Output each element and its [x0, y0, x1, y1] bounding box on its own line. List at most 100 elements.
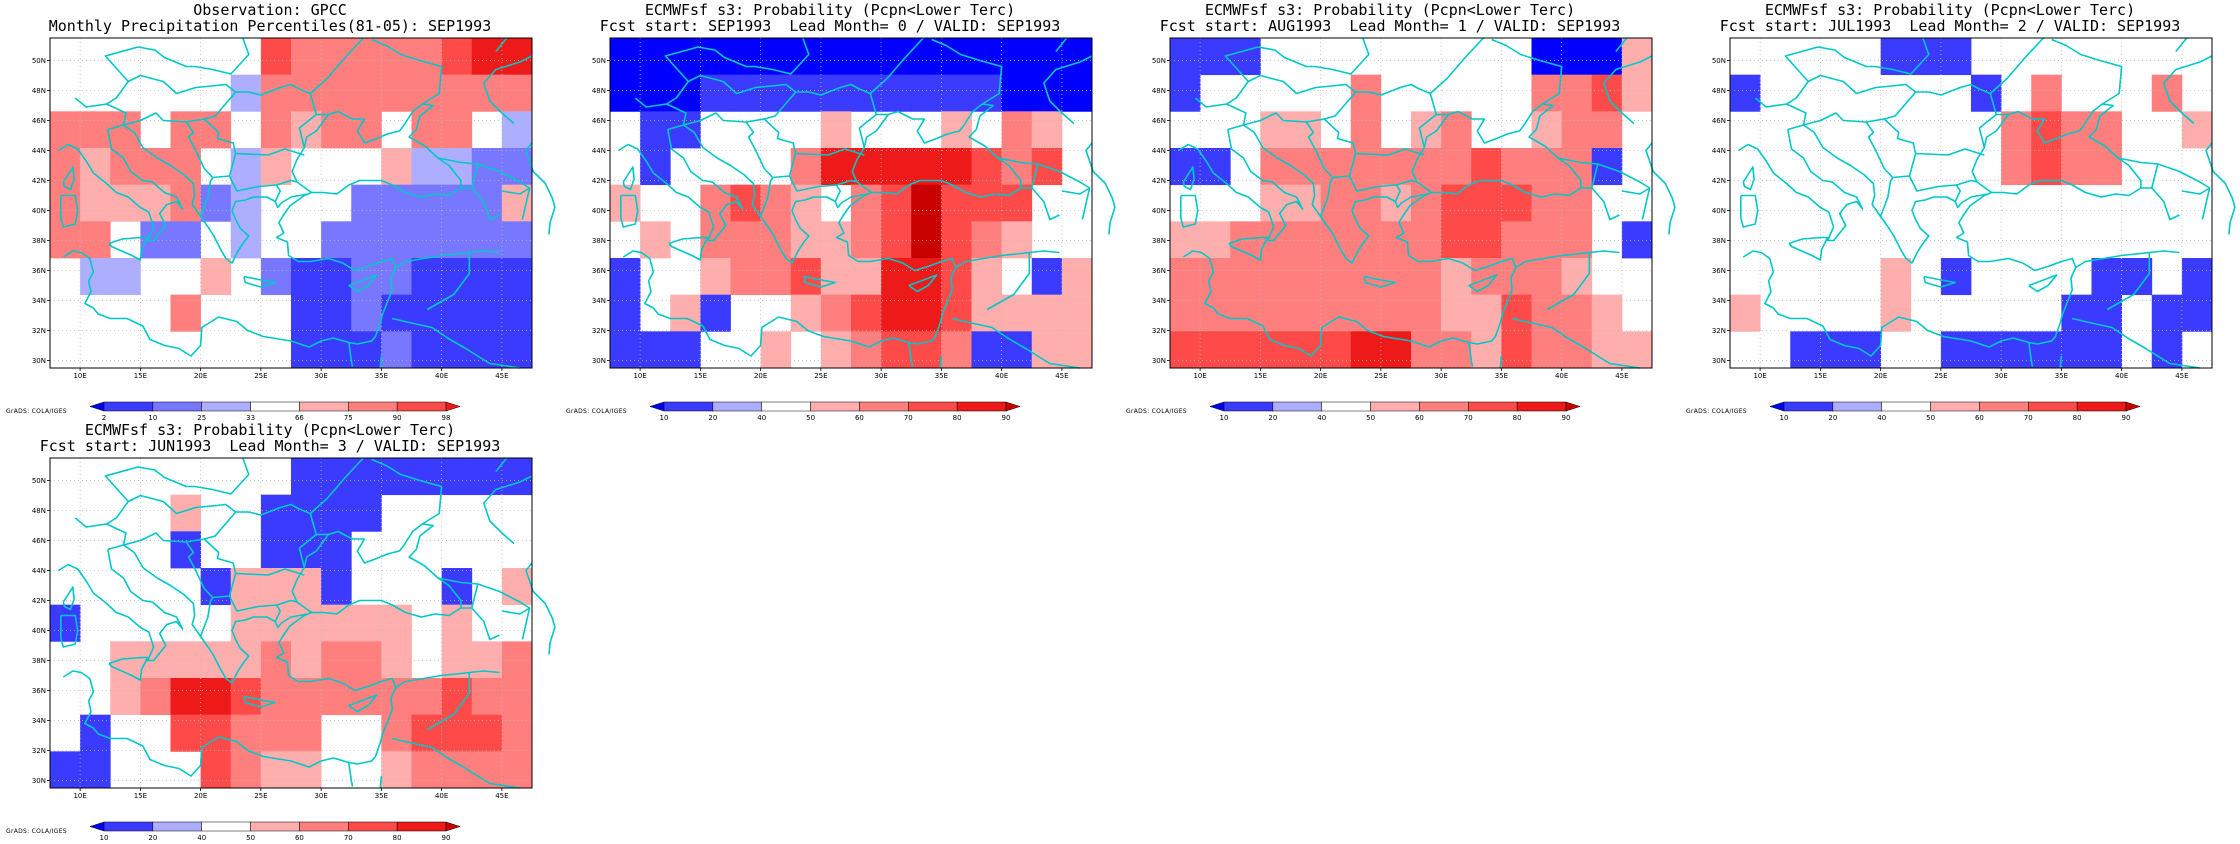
panel-subtitle: Fcst start: SEP1993 Lead Month= 0 / VALI…	[599, 17, 1061, 35]
lat-tick-label: 48N	[1712, 87, 1726, 95]
colorbar-swatch	[1565, 401, 1581, 412]
probability-map[interactable]: 30N 32N 34N 36N 38N 40N 42N 44N 46N 48N 50N 10E 15E 2…	[1702, 37, 2236, 382]
grid-cell	[881, 258, 912, 296]
colorbar-label: 10	[100, 834, 109, 842]
grid-cell	[1471, 148, 1502, 186]
lon-tick-label: 20E	[754, 372, 767, 380]
lat-tick-label: 34N	[32, 297, 46, 305]
grid-cell	[291, 751, 322, 789]
coastline	[2106, 252, 2151, 311]
colorbar-label: 60	[1975, 414, 1984, 422]
probability-map[interactable]: 30N 32N 34N 36N 38N 40N 42N 44N 46N 48N 50N 10E 15E 2…	[1142, 37, 1676, 382]
coastline	[1603, 55, 1653, 125]
grid-cell	[730, 184, 762, 222]
coastline	[495, 37, 508, 52]
grid-cell	[1031, 111, 1063, 149]
coastline	[2140, 187, 2180, 221]
coastline	[309, 457, 364, 515]
grid-cell	[381, 184, 412, 222]
grid-cell	[881, 184, 912, 222]
coastline	[851, 103, 1022, 198]
coastline	[1194, 97, 1247, 126]
grid-cell	[381, 258, 412, 296]
lat-tick-label: 36N	[1152, 267, 1166, 275]
grid-cell	[1940, 38, 1972, 76]
coastline	[668, 236, 709, 261]
grid-cell	[110, 258, 141, 296]
grid-cell	[260, 641, 292, 679]
grid-cell	[851, 258, 882, 296]
coastline	[2075, 250, 2180, 269]
lat-tick-label: 44N	[1152, 147, 1166, 155]
coastline	[62, 544, 397, 777]
grid-cell	[351, 458, 382, 496]
coastline	[1243, 112, 1357, 179]
colorbar-label: 40	[1317, 414, 1326, 422]
coastline	[1085, 142, 1116, 235]
grid-cell	[941, 111, 972, 149]
colorbar-swatch	[1783, 401, 1834, 412]
coastline	[1061, 187, 1091, 220]
grid-cell	[170, 714, 202, 752]
colorbar-swatch	[1419, 401, 1469, 412]
coastline	[1491, 38, 1563, 105]
grid-cell	[321, 221, 352, 259]
map-area[interactable]: 30N 32N 34N 36N 38N 40N 42N 44N 46N 48N 50N 10E 15E 2…	[582, 37, 1116, 382]
colorbar-swatch	[859, 401, 909, 412]
coastline	[1355, 83, 1438, 148]
grid-cell	[381, 604, 412, 642]
lon-tick-label: 20E	[1874, 372, 1887, 380]
grid-cell	[610, 184, 641, 222]
lat-tick-label: 50N	[1152, 57, 1166, 65]
map-area[interactable]: 30N 32N 34N 36N 38N 40N 42N 44N 46N 48N 50N 10E 15E 2…	[22, 457, 556, 802]
grid-cell	[501, 258, 533, 296]
lat-tick-label: 36N	[32, 267, 46, 275]
grid-cell	[1501, 221, 1532, 259]
grid-cell	[501, 751, 533, 789]
lat-tick-label: 40N	[32, 627, 46, 635]
grid-cell	[971, 38, 1003, 76]
coastline	[2059, 355, 2063, 369]
grid-cell	[760, 258, 792, 296]
coastline	[1512, 317, 1641, 369]
lat-tick-label: 36N	[32, 687, 46, 695]
coastline	[1591, 163, 1599, 189]
grid-cell	[501, 641, 533, 679]
map-frame	[49, 37, 533, 369]
grid-cell	[170, 184, 202, 222]
coastline	[1788, 236, 1829, 261]
grid-cell	[140, 184, 171, 222]
lon-tick-label: 35E	[1495, 372, 1508, 380]
panel-subtitle: Fcst start: AUG1993 Lead Month= 1 / VALI…	[1159, 17, 1621, 35]
grid-cell	[2091, 331, 2123, 369]
grid-cell	[1260, 294, 1291, 332]
coastline	[1224, 46, 1315, 83]
probability-map[interactable]: 30N 32N 34N 36N 38N 40N 42N 44N 46N 48N 50N 10E 15E 2…	[582, 37, 1116, 382]
colorbar-swatch	[299, 821, 349, 832]
lat-tick-label: 46N	[592, 117, 606, 125]
colorbar-label: 40	[1877, 414, 1886, 422]
colorbar-swatch	[712, 401, 762, 412]
grid-cell	[820, 111, 852, 149]
map-area[interactable]: 30N 32N 34N 36N 38N 40N 42N 44N 46N 48N 50N 10E 15E 2…	[22, 37, 556, 382]
precip-map[interactable]: 30N 32N 34N 36N 38N 40N 42N 44N 46N 48N 50N 10E 15E 2…	[22, 37, 556, 382]
lat-tick-label: 34N	[1152, 297, 1166, 305]
coastline	[759, 177, 774, 217]
colorbar-swatch	[103, 401, 154, 412]
probability-map[interactable]: 30N 32N 34N 36N 38N 40N 42N 44N 46N 48N 50N 10E 15E 2…	[22, 457, 556, 802]
lat-tick-label: 38N	[1152, 237, 1166, 245]
colorbar-label: 33	[246, 414, 255, 422]
grid-cell	[471, 258, 503, 296]
coastline	[1874, 37, 1930, 75]
map-frame	[609, 37, 1093, 369]
grid-cell	[941, 74, 972, 112]
coastline	[2051, 38, 2123, 105]
coastline	[788, 175, 858, 192]
coastline	[1363, 275, 1397, 288]
coastline	[62, 166, 75, 191]
map-area[interactable]: 30N 32N 34N 36N 38N 40N 42N 44N 46N 48N 50N 10E 15E 2…	[1142, 37, 1676, 382]
grid-cell	[1730, 294, 1761, 332]
grid-cell	[50, 111, 81, 149]
map-area[interactable]: 30N 32N 34N 36N 38N 40N 42N 44N 46N 48N 50N 10E 15E 2…	[1702, 37, 2236, 382]
grid-cell	[471, 751, 503, 789]
